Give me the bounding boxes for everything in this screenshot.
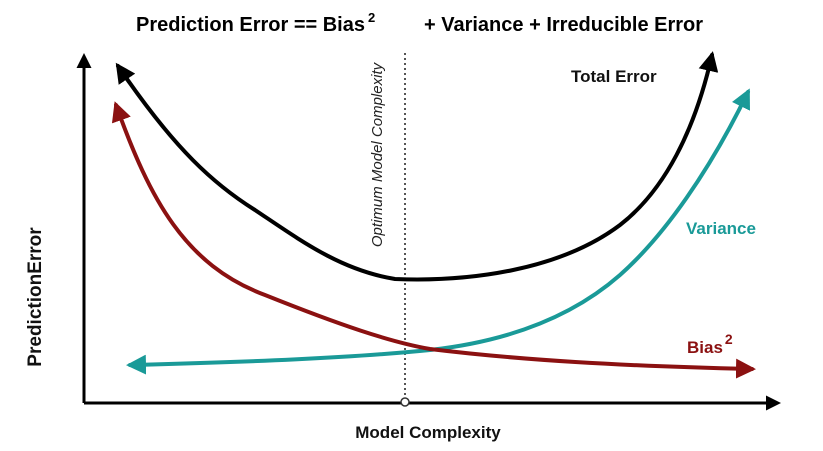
y-axis-label: PredictionError — [25, 227, 46, 367]
total-error-label: Total Error — [571, 67, 657, 86]
diagram-title: Prediction Error == Bias 2 + Variance + Ir… — [136, 10, 703, 36]
title-suffix: + Variance + Irreducible Error — [424, 14, 703, 36]
title-prefix: Prediction Error == Bias — [136, 14, 365, 36]
bias-label: Bias 2 — [687, 331, 733, 357]
optimum-label: Optimum Model Complexity — [369, 61, 386, 247]
bias-curve — [111, 101, 756, 379]
optimum-marker — [400, 397, 410, 407]
variance-label: Variance — [686, 219, 756, 238]
variance-curve — [126, 88, 750, 375]
bias-label-superscript: 2 — [725, 331, 733, 347]
total-error-curve — [115, 51, 719, 282]
x-axis-label: Model Complexity — [355, 423, 501, 442]
bias-label-text: Bias — [687, 338, 723, 357]
title-superscript: 2 — [368, 10, 375, 25]
